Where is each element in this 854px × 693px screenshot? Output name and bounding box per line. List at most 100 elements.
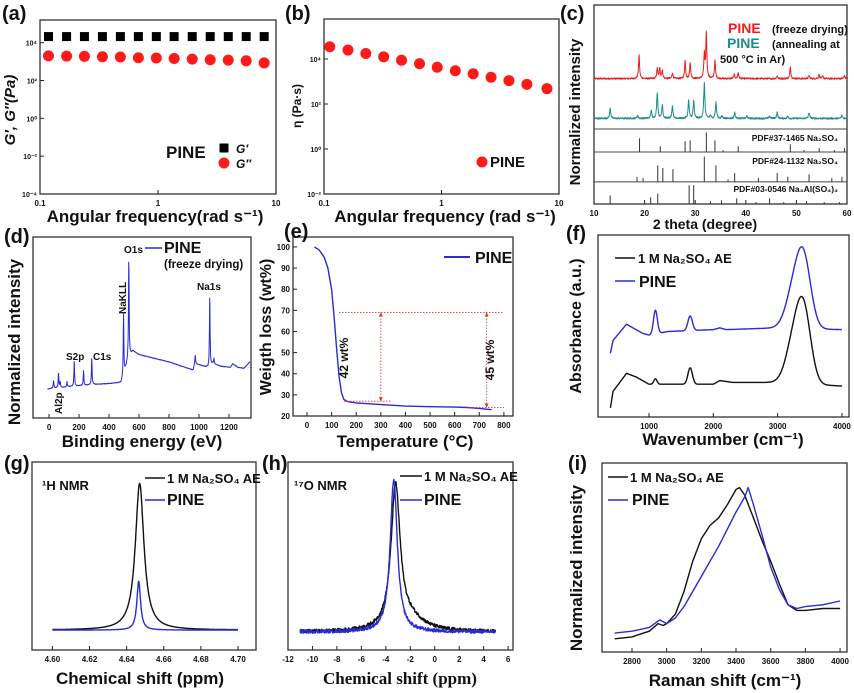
data-point (396, 54, 408, 66)
x-tick-label: 800 (497, 421, 511, 430)
plot-frame (31, 461, 257, 651)
data-point (431, 61, 443, 73)
plot-frame (287, 461, 514, 651)
plot-frame (597, 234, 850, 418)
peak-label: NaKLL (118, 282, 129, 314)
legend-circle-marker (218, 157, 230, 169)
y-tick-label: 100 (277, 243, 291, 252)
data-point (132, 52, 144, 64)
peak-label: Al2p (54, 392, 65, 414)
panel-h: (h) -12 -10 -8 -6 -4 -2 0 2 4 6 Chemical shift (ppm… (262, 453, 518, 688)
y-tick-label: 30 (281, 391, 290, 400)
legend-title: PINE (166, 143, 206, 162)
y-axis-label: Absorbance (a.u.) (568, 258, 585, 393)
x-tick-label: 3200 (692, 657, 710, 666)
x-tick-label: 2800 (623, 657, 641, 666)
x-axis-label: 2 theta (degree) (653, 216, 757, 232)
y-axis-label: G′, G″(Pa) (2, 75, 19, 146)
data-point (78, 50, 90, 62)
legend-circle-marker (476, 156, 488, 168)
legend-label: PINE (632, 492, 670, 509)
data-point (42, 50, 54, 62)
annotation-label: 42 wt% (337, 337, 351, 378)
y-tick-label: 10⁰ (26, 115, 37, 123)
x-axis-label: Angular frequency (rad s⁻¹) (334, 207, 556, 226)
data-point (342, 44, 354, 56)
series-line (593, 30, 848, 80)
y-tick-label: 80 (281, 285, 290, 294)
x-tick-label: 0.1 (318, 199, 330, 208)
data-point (96, 51, 108, 63)
series-g- (43, 32, 269, 42)
y-tick-label: 90 (281, 264, 290, 273)
data-point (449, 65, 461, 77)
x-tick-label: 10 (272, 199, 281, 208)
legend: 1 M Na₂SO₄ AE PINE (608, 470, 724, 509)
series-g- (42, 50, 270, 69)
nmr-label: ¹H NMR (42, 478, 90, 493)
peak-label: S2p (66, 352, 84, 363)
x-tick-label: 10 (590, 209, 599, 218)
data-point (241, 32, 251, 42)
series-pine (314, 246, 492, 411)
x-tick-label: 3600 (762, 657, 780, 666)
panel-i: (i) 2800 3000 3200 3400 3600 3800 4000 Raman shi… (567, 453, 850, 690)
x-tick-label: 2 (457, 655, 462, 664)
x-axis-label: Raman shift (cm⁻¹) (649, 671, 802, 690)
y-tick-label: 60 (281, 327, 290, 336)
y-tick-label: 20 (281, 412, 290, 421)
legend: 1 M Na₂SO₄ AE PINE ¹⁷O NMR (294, 469, 518, 509)
legend-label: PINE (490, 154, 525, 171)
series-line (593, 81, 848, 120)
reference-label: PDF#24-1132 Na₂SO₄ (752, 156, 838, 166)
arrow-head (484, 312, 489, 317)
x-tick-label: 200 (72, 423, 86, 432)
data-point (521, 78, 533, 90)
x-tick-label: 30 (691, 209, 700, 218)
data-point (97, 32, 107, 42)
legend-square-marker (219, 143, 229, 153)
series-line (614, 486, 841, 640)
x-tick-label: -12 (282, 655, 294, 664)
series-pdf-37-1465-na-so- (594, 128, 847, 153)
y-tick-label: 10⁰ (310, 146, 321, 154)
plot-frame (601, 462, 848, 653)
legend-label: PINE (639, 274, 677, 291)
x-tick-label: 0 (433, 655, 438, 664)
data-point (43, 32, 53, 42)
x-axis-label: Chemical shift (ppm) (56, 669, 224, 688)
panel-e: (e) 0 100 200 300 400 500 600 700 800 20 30 40 50 60 70… (258, 221, 514, 451)
legend: 1 M Na₂SO₄ AE PINE (615, 251, 732, 291)
series-pine (609, 246, 843, 354)
data-point (169, 32, 179, 42)
annotation-label: 45 wt% (483, 339, 497, 380)
legend-note: 500 °C in Ar) (720, 54, 785, 66)
x-tick-label: 0 (47, 423, 52, 432)
x-tick-label: 500 (423, 421, 437, 430)
y-tick-label: 10² (311, 102, 322, 109)
series-line (614, 486, 841, 634)
x-tick-label: 40 (741, 209, 750, 218)
legend: PINE (freeze drying) PINE (annealing at 500 … (720, 20, 848, 194)
x-tick-label: 20 (640, 209, 649, 218)
legend: PINE G′G″ (166, 142, 252, 171)
data-point (259, 32, 269, 42)
x-axis-label: Chemical shift (ppm) (323, 669, 477, 688)
y-tick-label: 10⁴ (310, 57, 322, 64)
x-tick-label: 3400 (727, 657, 745, 666)
data-point (414, 58, 426, 70)
series-pine (299, 478, 497, 634)
y-tick-label: 10² (27, 79, 38, 86)
x-tick-label: 10 (555, 199, 564, 208)
legend-label: 1 M Na₂SO₄ AE (167, 471, 261, 486)
data-point (150, 52, 162, 64)
x-tick-label: 60 (843, 209, 852, 218)
panel-g: (g) 4.60 4.62 4.64 4.66 4.68 4.70 Chemical shif… (4, 453, 261, 688)
x-tick-label: -8 (333, 655, 341, 664)
x-tick-label: 3800 (796, 657, 814, 666)
series-line (299, 478, 497, 634)
legend-label: 1 M Na₂SO₄ AE (630, 470, 724, 485)
series-pine (324, 41, 553, 95)
